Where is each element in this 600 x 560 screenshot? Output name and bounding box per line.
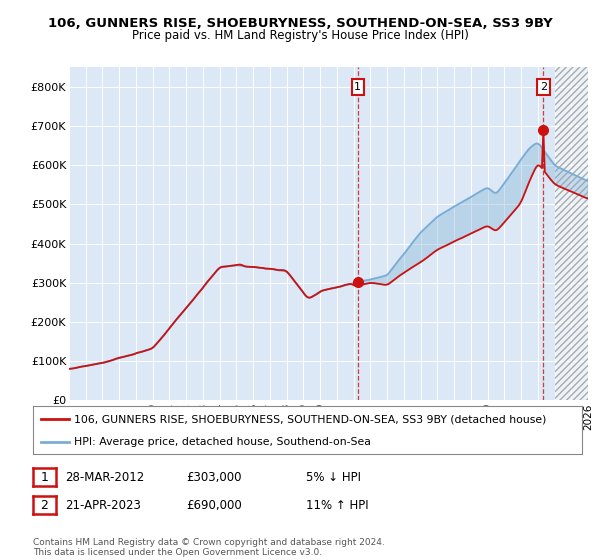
Bar	[554, 67, 588, 400]
Text: 1: 1	[354, 82, 361, 92]
Text: £303,000: £303,000	[186, 470, 241, 484]
Text: 106, GUNNERS RISE, SHOEBURYNESS, SOUTHEND-ON-SEA, SS3 9BY (detached house): 106, GUNNERS RISE, SHOEBURYNESS, SOUTHEN…	[74, 414, 547, 424]
Text: 106, GUNNERS RISE, SHOEBURYNESS, SOUTHEND-ON-SEA, SS3 9BY: 106, GUNNERS RISE, SHOEBURYNESS, SOUTHEN…	[47, 17, 553, 30]
Text: £690,000: £690,000	[186, 498, 242, 512]
Text: 21-APR-2023: 21-APR-2023	[65, 498, 140, 512]
Text: 28-MAR-2012: 28-MAR-2012	[65, 470, 144, 484]
Text: Price paid vs. HM Land Registry's House Price Index (HPI): Price paid vs. HM Land Registry's House …	[131, 29, 469, 42]
Text: 1: 1	[40, 470, 49, 484]
Text: 5% ↓ HPI: 5% ↓ HPI	[306, 470, 361, 484]
Text: Contains HM Land Registry data © Crown copyright and database right 2024.
This d: Contains HM Land Registry data © Crown c…	[33, 538, 385, 557]
Text: 2: 2	[40, 498, 49, 512]
Text: 11% ↑ HPI: 11% ↑ HPI	[306, 498, 368, 512]
Text: 2: 2	[540, 82, 547, 92]
Text: HPI: Average price, detached house, Southend-on-Sea: HPI: Average price, detached house, Sout…	[74, 437, 371, 447]
